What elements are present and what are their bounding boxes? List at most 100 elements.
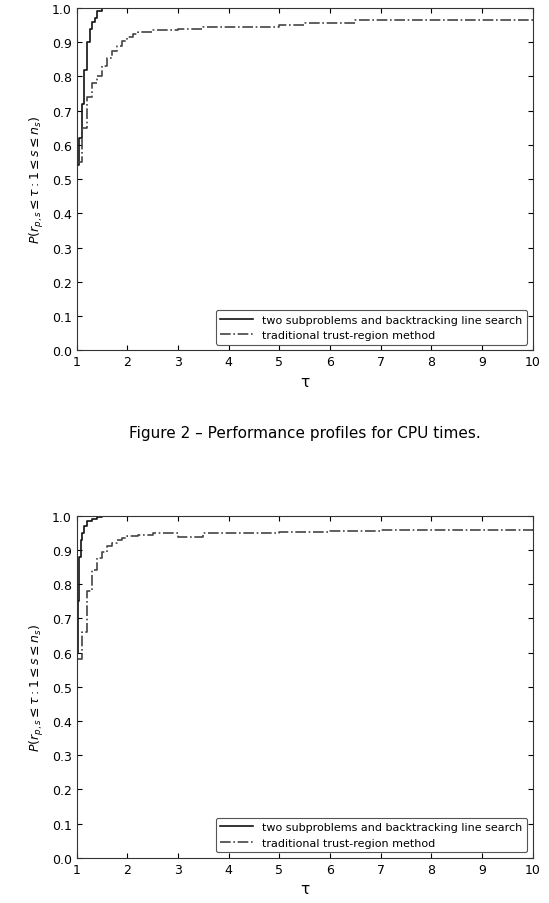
traditional trust-region method <box>529 15 536 26</box>
traditional trust-region method <box>276 528 283 539</box>
two subproblems and backtracking line search <box>109 511 116 522</box>
two subproblems and backtracking line search <box>114 511 121 522</box>
traditional trust-region method <box>79 627 85 638</box>
traditional trust-region method <box>109 542 116 553</box>
traditional trust-region method <box>135 27 141 38</box>
traditional trust-region method <box>79 655 85 666</box>
X-axis label: τ: τ <box>300 374 309 389</box>
Y-axis label: $P(r_{p,s} \leq \tau : 1 \leq s \leq n_s)$: $P(r_{p,s} \leq \tau : 1 \leq s \leq n_s… <box>29 116 47 244</box>
traditional trust-region method <box>327 527 333 538</box>
two subproblems and backtracking line search <box>76 596 83 607</box>
two subproblems and backtracking line search <box>76 134 83 144</box>
traditional trust-region method <box>129 33 136 43</box>
traditional trust-region method <box>301 19 308 30</box>
traditional trust-region method <box>94 79 100 89</box>
traditional trust-region method <box>175 24 181 35</box>
traditional trust-region method <box>529 14 536 24</box>
two subproblems and backtracking line search <box>83 521 90 532</box>
traditional trust-region method <box>83 627 90 638</box>
traditional trust-region method <box>109 538 116 549</box>
two subproblems and backtracking line search <box>114 511 121 522</box>
traditional trust-region method <box>200 23 207 33</box>
traditional trust-region method <box>377 526 384 537</box>
traditional trust-region method <box>149 27 156 38</box>
Text: Figure 2 – Performance profiles for CPU times.: Figure 2 – Performance profiles for CPU … <box>129 426 480 441</box>
two subproblems and backtracking line search <box>529 4 536 14</box>
traditional trust-region method <box>276 527 283 538</box>
traditional trust-region method <box>135 29 141 40</box>
traditional trust-region method <box>89 92 96 103</box>
two subproblems and backtracking line search <box>74 647 80 658</box>
traditional trust-region method <box>175 532 181 543</box>
two subproblems and backtracking line search <box>79 535 85 545</box>
traditional trust-region method <box>83 123 90 134</box>
Y-axis label: $P(r_{p,s} \leq \tau : 1 \leq s \leq n_s)$: $P(r_{p,s} \leq \tau : 1 \leq s \leq n_s… <box>29 623 47 751</box>
traditional trust-region method <box>83 92 90 103</box>
traditional trust-region method <box>114 46 121 57</box>
traditional trust-region method <box>89 586 96 597</box>
traditional trust-region method <box>99 72 105 83</box>
traditional trust-region method <box>83 586 90 597</box>
two subproblems and backtracking line search <box>99 4 105 14</box>
two subproblems and backtracking line search <box>104 511 110 522</box>
two subproblems and backtracking line search <box>94 7 100 18</box>
two subproblems and backtracking line search <box>91 17 98 28</box>
two subproblems and backtracking line search <box>89 17 96 28</box>
traditional trust-region method <box>352 15 358 26</box>
traditional trust-region method <box>149 529 156 540</box>
traditional trust-region method <box>94 554 100 564</box>
Legend: two subproblems and backtracking line search, traditional trust-region method: two subproblems and backtracking line se… <box>216 818 527 852</box>
two subproblems and backtracking line search <box>83 38 90 49</box>
traditional trust-region method <box>104 61 110 72</box>
traditional trust-region method <box>135 529 141 540</box>
traditional trust-region method <box>94 72 100 83</box>
traditional trust-region method <box>119 42 126 52</box>
traditional trust-region method <box>99 554 105 564</box>
two subproblems and backtracking line search <box>109 511 116 522</box>
two subproblems and backtracking line search <box>99 7 105 18</box>
two subproblems and backtracking line search <box>81 65 88 76</box>
two subproblems and backtracking line search <box>86 38 93 49</box>
Line: traditional trust-region method: traditional trust-region method <box>77 19 533 163</box>
traditional trust-region method <box>109 53 116 64</box>
traditional trust-region method <box>124 33 131 43</box>
two subproblems and backtracking line search <box>79 134 85 144</box>
two subproblems and backtracking line search <box>529 511 536 522</box>
traditional trust-region method <box>276 23 283 33</box>
two subproblems and backtracking line search <box>94 14 100 24</box>
two subproblems and backtracking line search <box>75 647 81 658</box>
traditional trust-region method <box>74 157 80 168</box>
traditional trust-region method <box>74 655 80 666</box>
two subproblems and backtracking line search <box>129 511 136 522</box>
two subproblems and backtracking line search <box>74 161 80 172</box>
Line: traditional trust-region method: traditional trust-region method <box>77 530 533 660</box>
traditional trust-region method <box>104 546 110 557</box>
two subproblems and backtracking line search <box>81 527 88 538</box>
traditional trust-region method <box>301 21 308 32</box>
traditional trust-region method <box>200 532 207 543</box>
traditional trust-region method <box>109 46 116 57</box>
traditional trust-region method <box>175 527 181 538</box>
Line: two subproblems and backtracking line search: two subproblems and backtracking line se… <box>77 517 533 653</box>
Legend: two subproblems and backtracking line search, traditional trust-region method: two subproblems and backtracking line se… <box>216 311 527 345</box>
two subproblems and backtracking line search <box>99 512 105 523</box>
two subproblems and backtracking line search <box>129 511 136 522</box>
two subproblems and backtracking line search <box>104 511 110 522</box>
two subproblems and backtracking line search <box>529 511 536 522</box>
traditional trust-region method <box>99 546 105 557</box>
two subproblems and backtracking line search <box>76 161 83 172</box>
two subproblems and backtracking line search <box>79 99 85 110</box>
two subproblems and backtracking line search <box>81 521 88 532</box>
traditional trust-region method <box>99 61 105 72</box>
traditional trust-region method <box>114 535 121 545</box>
traditional trust-region method <box>114 538 121 549</box>
traditional trust-region method <box>529 525 536 535</box>
traditional trust-region method <box>104 53 110 64</box>
traditional trust-region method <box>129 29 136 40</box>
traditional trust-region method <box>377 525 384 535</box>
two subproblems and backtracking line search <box>81 99 88 110</box>
two subproblems and backtracking line search <box>83 65 90 76</box>
two subproblems and backtracking line search <box>83 516 90 526</box>
traditional trust-region method <box>119 533 126 544</box>
two subproblems and backtracking line search <box>79 527 85 538</box>
